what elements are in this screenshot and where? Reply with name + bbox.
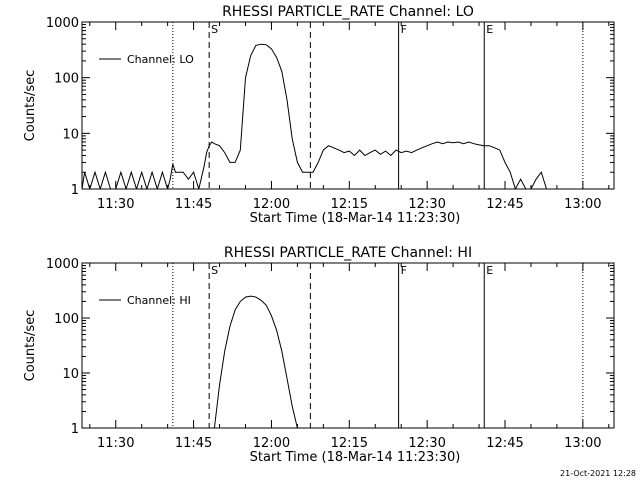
y-axis-label: Counts/sec [23,310,38,382]
event-marker-label: S [211,23,218,36]
x-axis-label: Start Time (18-Mar-14 11:23:30) [250,450,461,465]
x-tick-label: 11:30 [97,436,134,451]
x-tick-label: 12:00 [253,436,290,451]
x-tick-label: 12:45 [486,436,523,451]
x-axis-label: Start Time (18-Mar-14 11:23:30) [250,211,461,226]
x-tick-label: 11:30 [97,197,134,212]
series-line [213,295,298,428]
y-tick-label: 100 [54,312,79,327]
chart-title: RHESSI PARTICLE_RATE Channel: HI [224,245,472,261]
legend-label: Channel: HI [127,294,191,307]
y-tick-label: 1000 [46,16,79,31]
x-tick-label: 12:30 [408,436,445,451]
y-tick-label: 1 [71,183,79,198]
y-axis-label: Counts/sec [23,70,38,142]
x-tick-label: 12:45 [486,197,523,212]
y-tick-label: 100 [54,72,79,87]
y-tick-label: 10 [62,127,79,142]
y-tick-label: 10 [62,367,79,382]
x-tick-label: 12:30 [408,197,445,212]
x-tick-label: 11:45 [175,436,212,451]
event-marker-label: S [211,264,218,277]
chart-title: RHESSI PARTICLE_RATE Channel: LO [222,4,474,20]
series-line [82,43,614,189]
x-tick-label: 11:45 [175,197,212,212]
event-marker-label: E [486,23,493,36]
legend-label: Channel: LO [127,53,194,66]
y-tick-label: 1 [71,422,79,437]
x-tick-label: 13:00 [564,197,601,212]
y-tick-label: 1000 [46,257,79,272]
x-tick-label: 13:00 [564,436,601,451]
chart-panel-2: RHESSI PARTICLE_RATE Channel: HI 1 10 100 10… [23,245,615,465]
x-tick-label: 12:15 [331,436,368,451]
x-tick-label: 12:00 [253,197,290,212]
x-tick-label: 12:15 [331,197,368,212]
plot-frame [81,21,615,190]
generation-timestamp: 21-Oct-2021 12:28 [560,469,636,478]
event-marker-label: E [486,264,493,277]
event-marker-label: F [401,264,407,277]
plot-frame [81,262,615,429]
chart-panel-1: RHESSI PARTICLE_RATE Channel: LO 1 10 100 10… [23,4,615,226]
event-marker-label: F [401,23,407,36]
